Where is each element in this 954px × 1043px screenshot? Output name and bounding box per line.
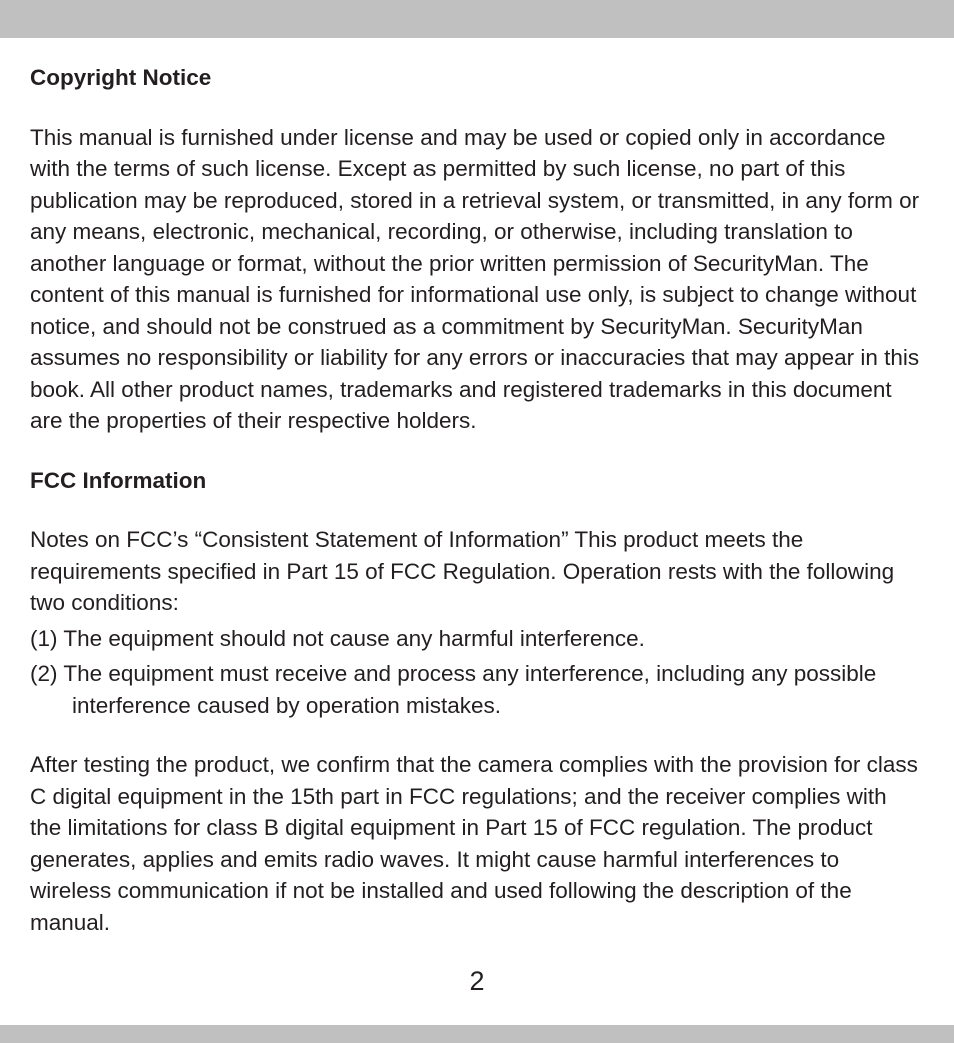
fcc-condition-1: (1) The equipment should not cause any h… — [30, 623, 924, 655]
page-number: 2 — [30, 966, 924, 997]
fcc-closing: After testing the product, we confirm th… — [30, 749, 924, 938]
fcc-condition-2: (2) The equipment must receive and proce… — [30, 658, 924, 721]
bottom-bar — [0, 1025, 954, 1043]
fcc-conditions-list: (1) The equipment should not cause any h… — [30, 623, 924, 722]
fcc-intro: Notes on FCC’s “Consistent Statement of … — [30, 524, 924, 619]
top-bar — [0, 0, 954, 38]
page-content: Copyright Notice This manual is furnishe… — [0, 38, 954, 997]
fcc-heading: FCC Information — [30, 465, 924, 497]
copyright-heading: Copyright Notice — [30, 62, 924, 94]
copyright-body: This manual is furnished under license a… — [30, 122, 924, 437]
